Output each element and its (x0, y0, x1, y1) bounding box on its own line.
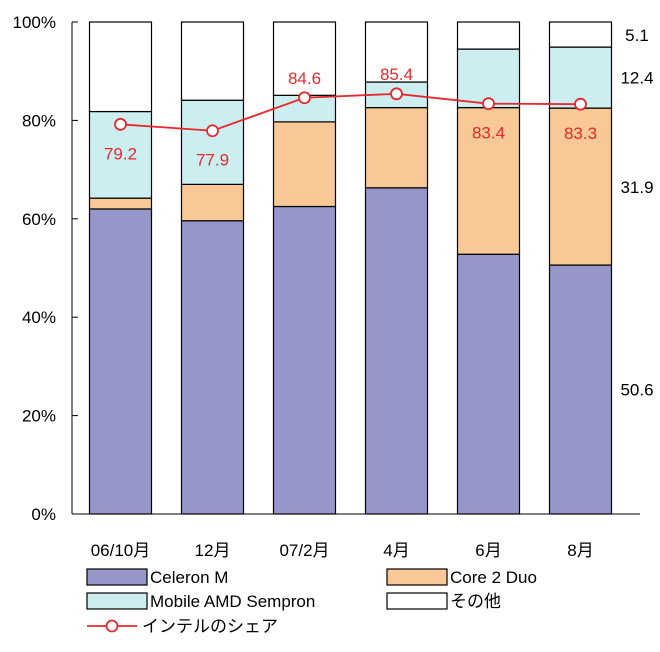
share-point (482, 97, 495, 111)
bar-segment (364, 21, 429, 83)
bar-segment (272, 205, 337, 515)
x-tick-label: 4月 (383, 541, 409, 560)
legend-label: Mobile AMD Sempron (150, 592, 315, 611)
bar-segment (180, 99, 245, 185)
x-tick-label: 06/10月 (91, 541, 151, 560)
y-tick-label: 60% (22, 210, 56, 229)
end-value-label: 5.1 (625, 26, 649, 45)
share-point (298, 91, 311, 105)
legend-label: Celeron M (150, 568, 228, 587)
bar-segment (272, 121, 337, 208)
bar-segment (272, 21, 337, 96)
bar-segment (548, 21, 613, 48)
bar-segment (364, 107, 429, 189)
bar-segment (456, 253, 521, 515)
legend-label: Core 2 Duo (450, 568, 537, 587)
legend-swatch (86, 568, 148, 586)
y-tick-label: 20% (22, 407, 56, 426)
bar-segment (180, 220, 245, 515)
x-tick-label: 12月 (195, 541, 231, 560)
bar-segment (548, 264, 613, 515)
y-tick-label: 80% (22, 111, 56, 130)
legend-swatch (386, 568, 448, 586)
bar-segment (180, 183, 245, 222)
share-point (390, 87, 403, 101)
labels-layer: 06/10月 12月 07/2月 4月 6月 8月 79.2 77.9 84.6 85.4 83.4… (91, 26, 654, 560)
x-tick-label: 6月 (475, 541, 501, 560)
bar-segment (180, 21, 245, 101)
share-data-label: 85.4 (380, 65, 413, 84)
y-tick-label: 0% (31, 505, 56, 524)
bars-layer (88, 21, 613, 515)
end-value-label: 12.4 (620, 69, 653, 88)
x-tick-label: 07/2月 (279, 541, 329, 560)
y-tick-label: 100% (13, 13, 56, 32)
share-data-label: 83.4 (472, 124, 505, 143)
bar-segment (88, 208, 153, 515)
legend-label: インテルのシェア (142, 617, 278, 636)
bar-segment (456, 21, 521, 50)
share-point (114, 117, 127, 131)
legend-label: その他 (450, 592, 501, 611)
x-tick-label: 8月 (567, 541, 593, 560)
bar-segment (456, 107, 521, 255)
share-point (206, 124, 219, 138)
end-value-label: 50.6 (620, 381, 653, 400)
share-line-layer (114, 87, 587, 138)
share-data-label: 79.2 (104, 144, 137, 163)
share-data-label: 84.6 (288, 69, 321, 88)
y-tick-label: 40% (22, 308, 56, 327)
bar-segment (548, 107, 613, 266)
bar-segment (88, 21, 153, 113)
bar-segment (364, 187, 429, 515)
legend-swatch (86, 592, 148, 610)
bar-segment (88, 197, 153, 210)
axis-layer: 0% 20% 40% 60% 80% 100% (13, 13, 640, 524)
legend-marker (105, 619, 119, 633)
share-data-label: 83.3 (564, 124, 597, 143)
legend: Celeron M Core 2 Duo Mobile AMD Sempron その他… (86, 568, 537, 636)
share-line (120, 92, 581, 132)
legend-swatch (386, 592, 448, 610)
end-value-label: 31.9 (620, 178, 653, 197)
share-data-label: 77.9 (196, 151, 229, 170)
share-point (574, 97, 587, 111)
